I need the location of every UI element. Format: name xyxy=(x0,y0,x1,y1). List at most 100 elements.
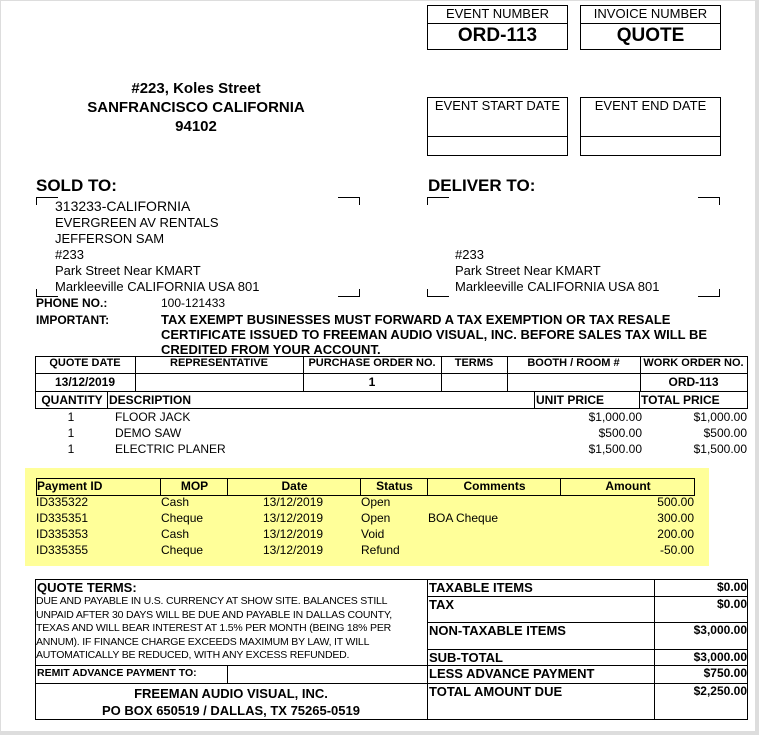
item-unit-price: $1,500.00 xyxy=(588,442,642,456)
invoice-number-label: INVOICE NUMBER xyxy=(593,6,708,21)
order-header: TERMS xyxy=(454,357,494,369)
payment-date: 13/12/2019 xyxy=(263,511,324,525)
divider xyxy=(427,478,428,496)
payment-status: Refund xyxy=(361,543,400,557)
remit-address: FREEMAN AUDIO VISUAL, INC. PO BOX 650519… xyxy=(102,686,360,718)
item-total-price: $1,000.00 xyxy=(693,410,747,424)
payment-status: Void xyxy=(361,527,385,541)
total-value: $750.00 xyxy=(703,666,747,680)
payment-mop: Cash xyxy=(161,495,190,509)
important-text: TAX EXEMPT BUSINESSES MUST FORWARD A TAX… xyxy=(161,312,708,357)
divider xyxy=(107,391,108,409)
total-label: SUB-TOTAL xyxy=(429,650,503,665)
total-value: $2,250.00 xyxy=(693,684,747,698)
payment-row: ID335351 Cheque 13/12/2019 Open BOA Cheque 30… xyxy=(25,511,709,527)
order-header: QUOTE DATE xyxy=(49,357,121,369)
event-start-date-box xyxy=(427,97,568,156)
divider xyxy=(227,478,228,496)
items-header: DESCRIPTION xyxy=(109,393,192,407)
item-unit-price: $1,000.00 xyxy=(588,410,642,424)
divider xyxy=(303,356,304,391)
payments-header: Payment ID xyxy=(37,479,103,493)
sold-to-label: SOLD TO: xyxy=(36,176,117,195)
item-quantity: 1 xyxy=(67,442,75,456)
divider xyxy=(427,683,748,684)
divider xyxy=(35,373,748,374)
divider xyxy=(639,391,640,409)
total-label: TOTAL AMOUNT DUE xyxy=(429,684,563,699)
payment-id: ID335355 xyxy=(36,543,89,557)
item-description: ELECTRIC PLANER xyxy=(115,442,226,456)
items-header: TOTAL PRICE xyxy=(641,393,720,407)
payments-header: Comments xyxy=(463,479,526,493)
payment-mop: Cheque xyxy=(161,543,204,557)
items-header: UNIT PRICE xyxy=(536,393,605,407)
payment-id: ID335322 xyxy=(36,495,89,509)
order-value: ORD-113 xyxy=(668,375,719,389)
total-value: $0.00 xyxy=(716,580,747,594)
quote-terms-label: QUOTE TERMS: xyxy=(37,580,137,595)
item-description: DEMO SAW xyxy=(115,426,182,440)
payment-date: 13/12/2019 xyxy=(263,495,324,509)
phone-label: PHONE NO.: xyxy=(36,296,108,310)
divider xyxy=(507,356,508,391)
items-header: QUANTITY xyxy=(41,393,103,407)
payment-id: ID335351 xyxy=(36,511,89,525)
item-quantity: 1 xyxy=(67,426,75,440)
total-value: $3,000.00 xyxy=(693,650,747,664)
divider xyxy=(360,478,361,496)
payment-id: ID335353 xyxy=(36,527,89,541)
divider xyxy=(427,622,748,623)
item-description: FLOOR JACK xyxy=(115,410,191,424)
invoice-number: QUOTE xyxy=(616,25,685,46)
divider xyxy=(534,391,535,409)
company-address: #223, Koles Street SANFRANCISCO CALIFORN… xyxy=(87,80,305,135)
divider xyxy=(441,356,442,391)
phone-value: 100-121433 xyxy=(161,296,226,310)
order-header: BOOTH / ROOM # xyxy=(527,357,620,369)
order-value: 1 xyxy=(368,375,376,389)
payment-amount: 300.00 xyxy=(657,511,694,525)
deliver-to-label: DELIVER TO: xyxy=(428,176,536,195)
item-unit-price: $500.00 xyxy=(598,426,642,440)
payment-mop: Cheque xyxy=(161,511,204,525)
deliver-to-address: #233 Park Street Near KMART Markleeville… xyxy=(455,247,660,294)
event-start-label: EVENT START DATE xyxy=(434,98,561,113)
total-label: TAXABLE ITEMS xyxy=(429,580,533,595)
divider xyxy=(560,478,561,496)
item-total-price: $500.00 xyxy=(703,426,747,440)
payments-header: Date xyxy=(281,479,308,493)
payment-amount: 500.00 xyxy=(657,495,694,509)
divider xyxy=(160,478,161,496)
order-value: 13/12/2019 xyxy=(54,375,116,389)
payment-row: ID335322 Cash 13/12/2019 Open 500.00 xyxy=(25,495,709,511)
sold-to-address: EVERGREEN AV RENTALS JEFFERSON SAM #233 … xyxy=(55,215,260,294)
total-label: LESS ADVANCE PAYMENT xyxy=(429,666,595,681)
important-label: IMPORTANT: xyxy=(36,313,110,327)
payment-mop: Cash xyxy=(161,527,190,541)
payment-date: 13/12/2019 xyxy=(263,527,324,541)
invoice-number-box xyxy=(580,5,721,50)
sold-to-line: 313233-CALIFORNIA xyxy=(55,198,191,214)
order-header: PURCHASE ORDER NO. xyxy=(308,357,436,369)
divider xyxy=(35,391,748,392)
payment-amount: 200.00 xyxy=(657,527,694,541)
divider xyxy=(427,665,748,666)
payments-header: Status xyxy=(376,479,413,493)
payments-header: Amount xyxy=(605,479,651,493)
total-value: $0.00 xyxy=(716,597,747,611)
order-header: REPRESENTATIVE xyxy=(170,357,268,369)
remit-label: REMIT ADVANCE PAYMENT TO: xyxy=(37,667,197,679)
divider xyxy=(427,649,748,650)
order-header: WORK ORDER NO. xyxy=(643,357,744,369)
event-number-label: EVENT NUMBER xyxy=(445,6,550,21)
item-quantity: 1 xyxy=(67,410,75,424)
total-label: NON-TAXABLE ITEMS xyxy=(429,623,566,638)
event-end-label: EVENT END DATE xyxy=(594,98,707,113)
divider xyxy=(640,356,641,391)
payment-comments: BOA Cheque xyxy=(428,511,499,525)
divider xyxy=(135,356,136,391)
payment-row: ID335355 Cheque 13/12/2019 Refund -50.00 xyxy=(25,543,709,559)
item-total-price: $1,500.00 xyxy=(693,442,747,456)
quote-terms-text: DUE AND PAYABLE IN U.S. CURRENCY AT SHOW… xyxy=(36,595,392,661)
